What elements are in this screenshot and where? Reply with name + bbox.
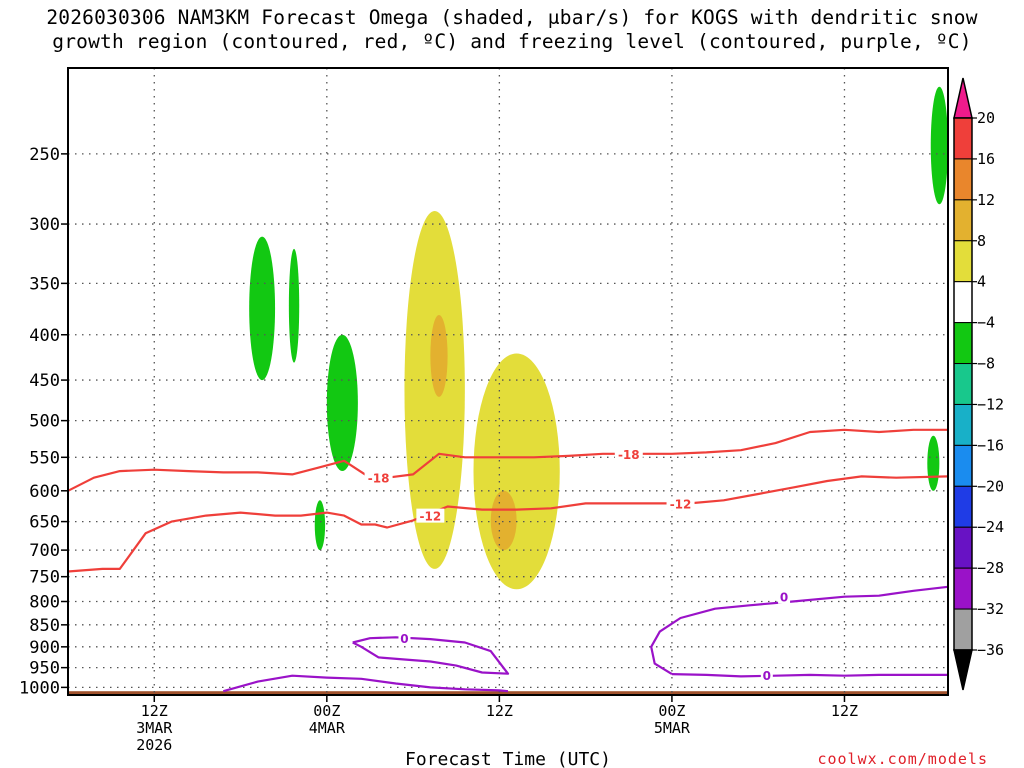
y-tick-label: 1000 xyxy=(19,678,60,698)
y-tick-label: 900 xyxy=(29,638,60,658)
omega-region xyxy=(473,353,560,590)
y-tick-label: 450 xyxy=(29,371,60,391)
colorbar-swatch xyxy=(953,444,973,487)
omega-region xyxy=(490,490,517,551)
y-tick-label: 800 xyxy=(29,593,60,613)
contour-label-bg xyxy=(778,589,791,604)
y-tick-label: 400 xyxy=(29,326,60,346)
x-tick-label: 12Z xyxy=(831,702,858,720)
site-credit[interactable]: coolwx.com/models xyxy=(817,750,988,768)
colorbar-swatch xyxy=(953,608,973,651)
colorbar: 20 16 12 8 4 −4 −8 −12 −16 −20 −24 −28 −32 −36 xyxy=(953,77,1004,691)
colorbar-label: −4 xyxy=(977,314,995,332)
colorbar-bottom-arrow xyxy=(953,649,973,691)
x-tick-label: 12Z xyxy=(141,702,168,720)
contour-line xyxy=(67,428,948,492)
colorbar-label: 16 xyxy=(977,150,995,168)
contour-line xyxy=(671,673,948,678)
omega-region xyxy=(927,435,940,491)
contour-label-bg xyxy=(398,631,411,646)
colorbar-label: 4 xyxy=(977,273,986,291)
title-line-1: 2026030306 NAM3KM Forecast Omega (shaded… xyxy=(46,6,978,29)
colorbar-label: −16 xyxy=(977,436,1004,454)
colorbar-swatch xyxy=(953,281,973,324)
surface-bar xyxy=(68,691,948,695)
colorbar-swatch xyxy=(953,526,973,569)
contour-line xyxy=(352,636,510,675)
colorbar-swatch xyxy=(953,240,973,283)
y-tick-label: 350 xyxy=(29,274,60,294)
chart-title: 2026030306 NAM3KM Forecast Omega (shaded… xyxy=(0,6,1024,54)
x-tick-label: 4MAR xyxy=(309,719,346,737)
x-axis-label: Forecast Time (UTC) xyxy=(405,749,611,768)
y-tick-label: 600 xyxy=(29,482,60,502)
y-tick-label: 850 xyxy=(29,616,60,636)
y-tick-label: 250 xyxy=(29,145,60,165)
y-tick-label: 550 xyxy=(29,448,60,468)
colorbar-label: −28 xyxy=(977,559,1004,577)
colorbar-label: 20 xyxy=(977,109,995,127)
contour-label: 0 xyxy=(763,669,771,683)
colorbar-label: 12 xyxy=(977,191,995,209)
colorbar-label: −8 xyxy=(977,355,995,373)
contour-labels: -18 -18 -12 -12 0 0 0 xyxy=(364,446,791,683)
omega-region xyxy=(288,248,300,363)
omega-shading xyxy=(249,86,948,590)
y-tick-label: 650 xyxy=(29,513,60,533)
contour-label-bg xyxy=(364,470,393,485)
contour-label: -18 xyxy=(368,472,390,486)
colorbar-swatch xyxy=(953,158,973,201)
contour-label-bg xyxy=(666,496,695,511)
colorbar-swatch xyxy=(953,567,973,610)
contour-line xyxy=(223,674,509,693)
x-tick-label: 00Z xyxy=(313,702,340,720)
colorbar-top-arrow xyxy=(953,77,973,119)
colorbar-swatch xyxy=(953,363,973,405)
y-tick-label: 300 xyxy=(29,215,60,235)
x-tick-label: 00Z xyxy=(658,702,685,720)
omega-region xyxy=(930,86,948,205)
y-tick-label: 750 xyxy=(29,568,60,588)
colorbar-swatch xyxy=(953,322,973,365)
contour-label-bg xyxy=(760,667,773,682)
colorbar-label: 8 xyxy=(977,232,986,250)
omega-region xyxy=(249,236,276,381)
colorbar-swatch xyxy=(953,485,973,528)
colorbar-frame xyxy=(953,117,973,651)
contour-label: -12 xyxy=(670,497,692,511)
x-tick-label: 3MAR xyxy=(136,719,173,737)
contour-label: 0 xyxy=(780,591,788,605)
y-tick-label: 500 xyxy=(29,412,60,432)
y-tick-label: 700 xyxy=(29,541,60,561)
colorbar-label: −20 xyxy=(977,477,1004,495)
contour-label: 0 xyxy=(400,632,408,646)
omega-region xyxy=(314,500,326,551)
x-tick-label: 2026 xyxy=(136,736,172,754)
omega-region xyxy=(326,334,358,472)
plot-frame xyxy=(67,67,949,696)
contour-label: -18 xyxy=(618,448,640,462)
y-axis-ticks: 2503003504004505005506006507007508008509… xyxy=(19,145,68,698)
contour-label: -12 xyxy=(420,510,442,524)
colorbar-swatch xyxy=(953,403,973,446)
colorbar-label: −24 xyxy=(977,518,1004,536)
colorbar-swatch xyxy=(953,199,973,242)
omega-region xyxy=(430,315,448,397)
x-tick-label: 5MAR xyxy=(654,719,691,737)
contour-label-bg xyxy=(614,446,643,461)
colorbar-swatch xyxy=(953,117,973,160)
contour-label-bg xyxy=(416,508,445,523)
y-tick-label: 950 xyxy=(29,659,60,679)
colorbar-label: −12 xyxy=(977,395,1004,413)
colorbar-label: −32 xyxy=(977,600,1004,618)
colorbar-label: −36 xyxy=(977,641,1004,659)
x-tick-label: 12Z xyxy=(486,702,513,720)
contour-line xyxy=(650,585,949,676)
title-line-2: growth region (contoured, red, ºC) and f… xyxy=(52,30,972,53)
terrain-surface xyxy=(68,691,948,695)
